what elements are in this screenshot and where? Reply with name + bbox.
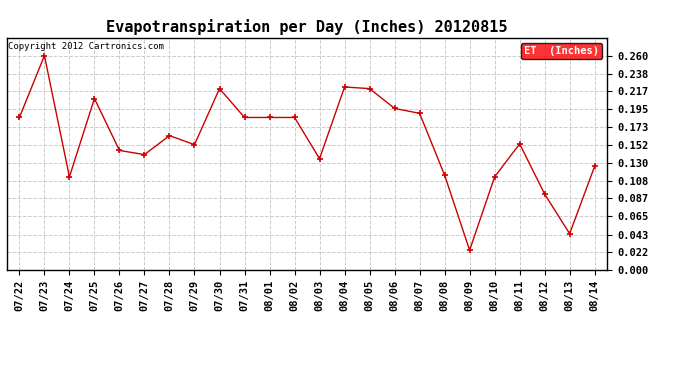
Text: Copyright 2012 Cartronics.com: Copyright 2012 Cartronics.com [8, 42, 164, 51]
Legend: ET  (Inches): ET (Inches) [521, 43, 602, 59]
Title: Evapotranspiration per Day (Inches) 20120815: Evapotranspiration per Day (Inches) 2012… [106, 19, 508, 35]
